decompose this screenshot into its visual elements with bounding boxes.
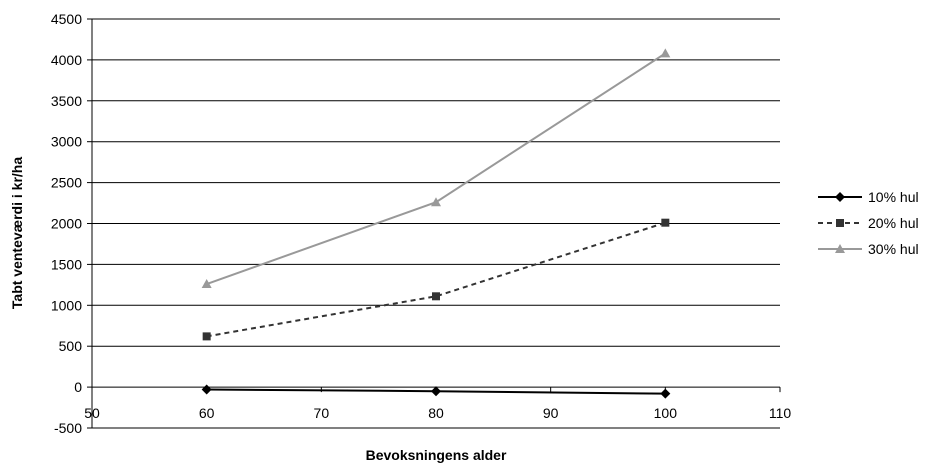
legend-item: 10% hul	[818, 189, 919, 205]
x-tick-label: 80	[428, 405, 444, 421]
y-tick-label: 2500	[51, 175, 82, 191]
y-axis-title: Tabt venteværdi i kr/ha	[9, 157, 25, 309]
x-axis-title: Bevoksningens alder	[366, 447, 507, 463]
legend-marker	[835, 244, 845, 253]
x-tick-label: 60	[199, 405, 215, 421]
data-point	[431, 386, 441, 397]
y-tick-label: 2000	[51, 216, 82, 232]
data-point	[660, 48, 671, 58]
series-line	[206, 221, 666, 338]
legend-item: 20% hul	[818, 215, 919, 231]
y-tick-label: 4000	[51, 52, 82, 68]
x-tick-labels: 50 60 70 80 90 100 110	[84, 405, 791, 421]
x-tick-label: 50	[84, 405, 100, 421]
y-tick-label: -500	[54, 420, 82, 436]
x-tick-label: 110	[769, 405, 792, 421]
legend-label: 10% hul	[868, 189, 919, 205]
gridlines	[92, 18, 780, 429]
x-tick-label: 90	[543, 405, 559, 421]
data-point	[432, 292, 440, 301]
y-tick-label: 1500	[51, 256, 82, 272]
y-tick-label: 500	[59, 338, 83, 354]
data-series	[201, 48, 671, 399]
x-tick-label: 100	[654, 405, 678, 421]
data-point	[202, 332, 211, 341]
y-tick-label: 4500	[51, 11, 82, 27]
y-tick-labels: -500 0 500 1000 1500 2000 2500 3000 3500 4000 4500	[51, 11, 82, 436]
series-3	[201, 48, 671, 289]
data-point	[201, 384, 212, 395]
y-tick-label: 3500	[51, 93, 82, 109]
legend-item: 30% hul	[818, 241, 919, 257]
series-line	[206, 52, 666, 285]
legend: 10% hul 20% hul 30% hul	[818, 189, 919, 257]
legend-marker	[835, 192, 845, 202]
data-point	[660, 388, 671, 399]
y-tick-label: 3000	[51, 134, 82, 150]
data-point	[431, 197, 441, 207]
legend-label: 30% hul	[868, 241, 919, 257]
series-2	[202, 218, 670, 341]
data-point	[201, 279, 212, 289]
x-tick-label: 70	[314, 405, 330, 421]
series-1	[201, 384, 671, 399]
legend-label: 20% hul	[868, 215, 919, 231]
data-point	[661, 218, 670, 227]
y-tick-label: 1000	[51, 297, 82, 313]
legend-marker	[836, 219, 844, 227]
y-tick-label: 0	[74, 379, 82, 395]
